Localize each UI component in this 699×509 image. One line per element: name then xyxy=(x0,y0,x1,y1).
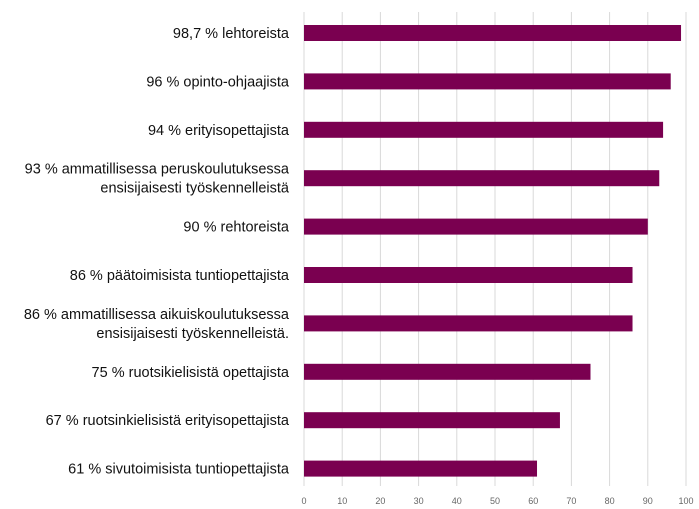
category-label: 67 % ruotsinkielisistä erityisopettajist… xyxy=(46,413,290,429)
x-tick-label: 100 xyxy=(678,496,693,506)
x-tick-label: 70 xyxy=(566,496,576,506)
category-label: 98,7 % lehtoreista xyxy=(173,26,290,42)
bar xyxy=(304,315,633,332)
gridlines xyxy=(303,12,687,486)
x-tick-label: 60 xyxy=(528,496,538,506)
category-label: 61 % sivutoimisista tuntiopettajista xyxy=(68,462,290,478)
bar xyxy=(304,460,538,477)
bar xyxy=(304,218,648,235)
category-label: 75 % ruotsikielisistä opettajista xyxy=(92,365,290,381)
x-tick-label: 90 xyxy=(643,496,653,506)
category-label: 94 % erityisopettajista xyxy=(148,123,290,139)
category-label: 96 % opinto-ohjaajista xyxy=(146,74,290,90)
x-tick-label: 20 xyxy=(375,496,385,506)
x-tick-label: 50 xyxy=(490,496,500,506)
x-tick-label: 40 xyxy=(452,496,462,506)
x-tick-label: 30 xyxy=(414,496,424,506)
category-labels: 98,7 % lehtoreista 96 % opinto-ohjaajista… xyxy=(24,26,290,478)
bar xyxy=(304,121,664,138)
x-tick-label: 80 xyxy=(605,496,615,506)
x-tick-label: 10 xyxy=(337,496,347,506)
bar xyxy=(304,412,560,429)
category-label: 86 % ammatillisessa aikuiskoulutuksessa xyxy=(24,307,290,323)
category-label: ensisijaisesti työskennelleistä. xyxy=(96,326,289,342)
x-tick-label: 0 xyxy=(301,496,306,506)
bar xyxy=(304,267,633,283)
category-label: 93 % ammatillisessa peruskoulutuksessa xyxy=(25,162,290,178)
bar xyxy=(304,363,591,380)
category-label: 86 % päätoimisista tuntiopettajista xyxy=(70,268,290,284)
bar xyxy=(304,25,682,41)
bars xyxy=(304,25,682,477)
bar xyxy=(304,73,671,90)
x-axis-ticks: 0 10 20 30 40 50 60 70 80 90 100 xyxy=(301,496,693,506)
bar xyxy=(304,170,660,187)
category-label: ensisijaisesti työskennelleistä xyxy=(100,181,290,197)
category-label: 90 % rehtoreista xyxy=(183,220,290,236)
